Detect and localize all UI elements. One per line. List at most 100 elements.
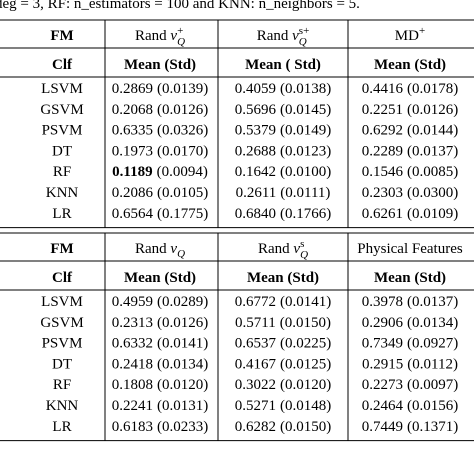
cell-mean: 0.5379 [235, 123, 276, 139]
cell-std: (0.0134) [407, 315, 458, 331]
cell-mean: 0.6335 [112, 123, 153, 139]
cell-std: (0.0300) [407, 185, 458, 201]
cell: 0.2313 (0.0126) [112, 315, 209, 331]
cell-std: (0.0100) [280, 164, 331, 180]
head-part: s [300, 238, 304, 250]
cell-std: (0.0156) [407, 398, 458, 414]
row-label: DT [52, 143, 72, 159]
cell: 0.2915 (0.0112) [362, 356, 458, 372]
cell-mean: 0.6282 [235, 419, 276, 435]
cell-std: (0.0145) [280, 102, 331, 118]
cell-mean: 0.5271 [235, 398, 276, 414]
cell-std: (0.0085) [407, 164, 458, 180]
cell-std: (0.0123) [280, 143, 331, 159]
cell-mean: 0.2241 [112, 398, 153, 414]
cell: 0.7349 (0.0927) [362, 336, 459, 352]
head-part: Q [177, 36, 185, 48]
cell-std: (0.0111) [280, 185, 330, 201]
cell: 0.6772 (0.0141) [235, 294, 332, 310]
cell: 0.2418 (0.0134) [112, 356, 209, 372]
cell: 0.6292 (0.0144) [362, 123, 459, 139]
row-label: GSVM [40, 102, 83, 118]
cell-std: (0.0149) [280, 123, 331, 139]
head-part: MD [395, 28, 419, 44]
cell-mean: 0.4416 [362, 81, 404, 97]
row-label: PSVM [42, 336, 83, 352]
cell-mean: 0.1973 [112, 143, 153, 159]
head-part: v [170, 241, 177, 257]
cell: 0.6261 (0.0109) [362, 206, 459, 222]
cell-std: (0.0120) [280, 377, 331, 393]
cell-std: (0.0131) [157, 398, 208, 414]
cell-mean: 0.2086 [112, 185, 154, 201]
cell-std: (0.0927) [407, 336, 458, 352]
column-subhead: Mean (Std) [124, 57, 196, 73]
head-part: Physical Features [357, 241, 463, 257]
cell-std: (0.0144) [407, 123, 458, 139]
cell-mean: 0.7349 [362, 336, 403, 352]
cell-mean: 0.4059 [235, 81, 276, 97]
cell-std: (0.0139) [157, 81, 208, 97]
cell-std: (0.0137) [407, 294, 458, 310]
cell-mean: 0.1808 [112, 377, 153, 393]
cell-mean: 0.2418 [112, 356, 153, 372]
cell-std: (0.0326) [157, 123, 208, 139]
cell-std: (0.0233) [157, 419, 208, 435]
cell: 0.3978 (0.0137) [362, 294, 459, 310]
cell: 0.5696 (0.0145) [235, 102, 332, 118]
cell-std: (0.0109) [407, 206, 458, 222]
cell-std: (0.0141) [280, 294, 331, 310]
cell: 0.6332 (0.0141) [112, 336, 209, 352]
head-part: Rand [135, 241, 170, 257]
caption-fragment: 0, deg = 3, RF: n_estimators = 100 and K… [0, 0, 360, 12]
cell-mean: 0.2313 [112, 315, 153, 331]
cell-mean: 0.2464 [362, 398, 404, 414]
column-head: Rand vQ [135, 241, 185, 260]
column-subhead: Mean (Std) [247, 270, 319, 286]
head-part: Rand [135, 28, 170, 44]
cell-std: (0.0112) [407, 356, 458, 372]
cell-mean: 0.3978 [362, 294, 403, 310]
cell-mean: 0.2688 [235, 143, 276, 159]
cell-std: (0.0126) [407, 102, 458, 118]
cell: 0.6282 (0.0150) [235, 419, 332, 435]
head-part: Q [300, 249, 308, 261]
cell: 0.2273 (0.0097) [362, 377, 459, 393]
fm-label: FM [50, 28, 73, 44]
cell: 0.2289 (0.0137) [362, 143, 459, 159]
head-part: Q [177, 248, 185, 260]
row-label: LR [52, 419, 71, 435]
cell: 0.5271 (0.0148) [235, 398, 332, 414]
column-head: Physical Features [357, 241, 463, 257]
cell-std: (0.0137) [407, 143, 458, 159]
cell: 0.2251 (0.0126) [362, 102, 459, 118]
cell: 0.2068 (0.0126) [112, 102, 209, 118]
row-label: LR [52, 206, 71, 222]
cell: 0.2086 (0.0105) [112, 185, 209, 201]
cell-std: (0.1775) [157, 206, 208, 222]
head-part: v [292, 28, 299, 44]
column-head: Rand v+ Q [135, 25, 185, 48]
cell-mean: 0.3022 [235, 377, 276, 393]
cell: 0.2611 (0.0111) [236, 185, 331, 201]
cell: 0.2906 (0.0134) [362, 315, 459, 331]
cell-mean: 0.6772 [235, 294, 276, 310]
cell-mean: 0.6840 [235, 206, 276, 222]
cell-mean: 0.7449 [362, 419, 403, 435]
cell-std: (0.0150) [280, 315, 331, 331]
column-subhead: Mean (Std) [374, 57, 446, 73]
cell-mean: 0.6261 [362, 206, 403, 222]
cell-mean: 0.5711 [235, 315, 276, 331]
cell: 0.5711 (0.0150) [235, 315, 331, 331]
cell: 0.1808 (0.0120) [112, 377, 209, 393]
cell: 0.2688 (0.0123) [235, 143, 332, 159]
cell-std: (0.0094) [157, 164, 208, 180]
clf-label: Clf [52, 57, 73, 73]
row-label: PSVM [42, 123, 83, 139]
head-part: + [419, 25, 425, 37]
cell: 0.6840 (0.1766) [235, 206, 332, 222]
cell-std: (0.0125) [280, 356, 331, 372]
cell-std: (0.0126) [157, 102, 208, 118]
cell-std: (0.0225) [280, 336, 331, 352]
